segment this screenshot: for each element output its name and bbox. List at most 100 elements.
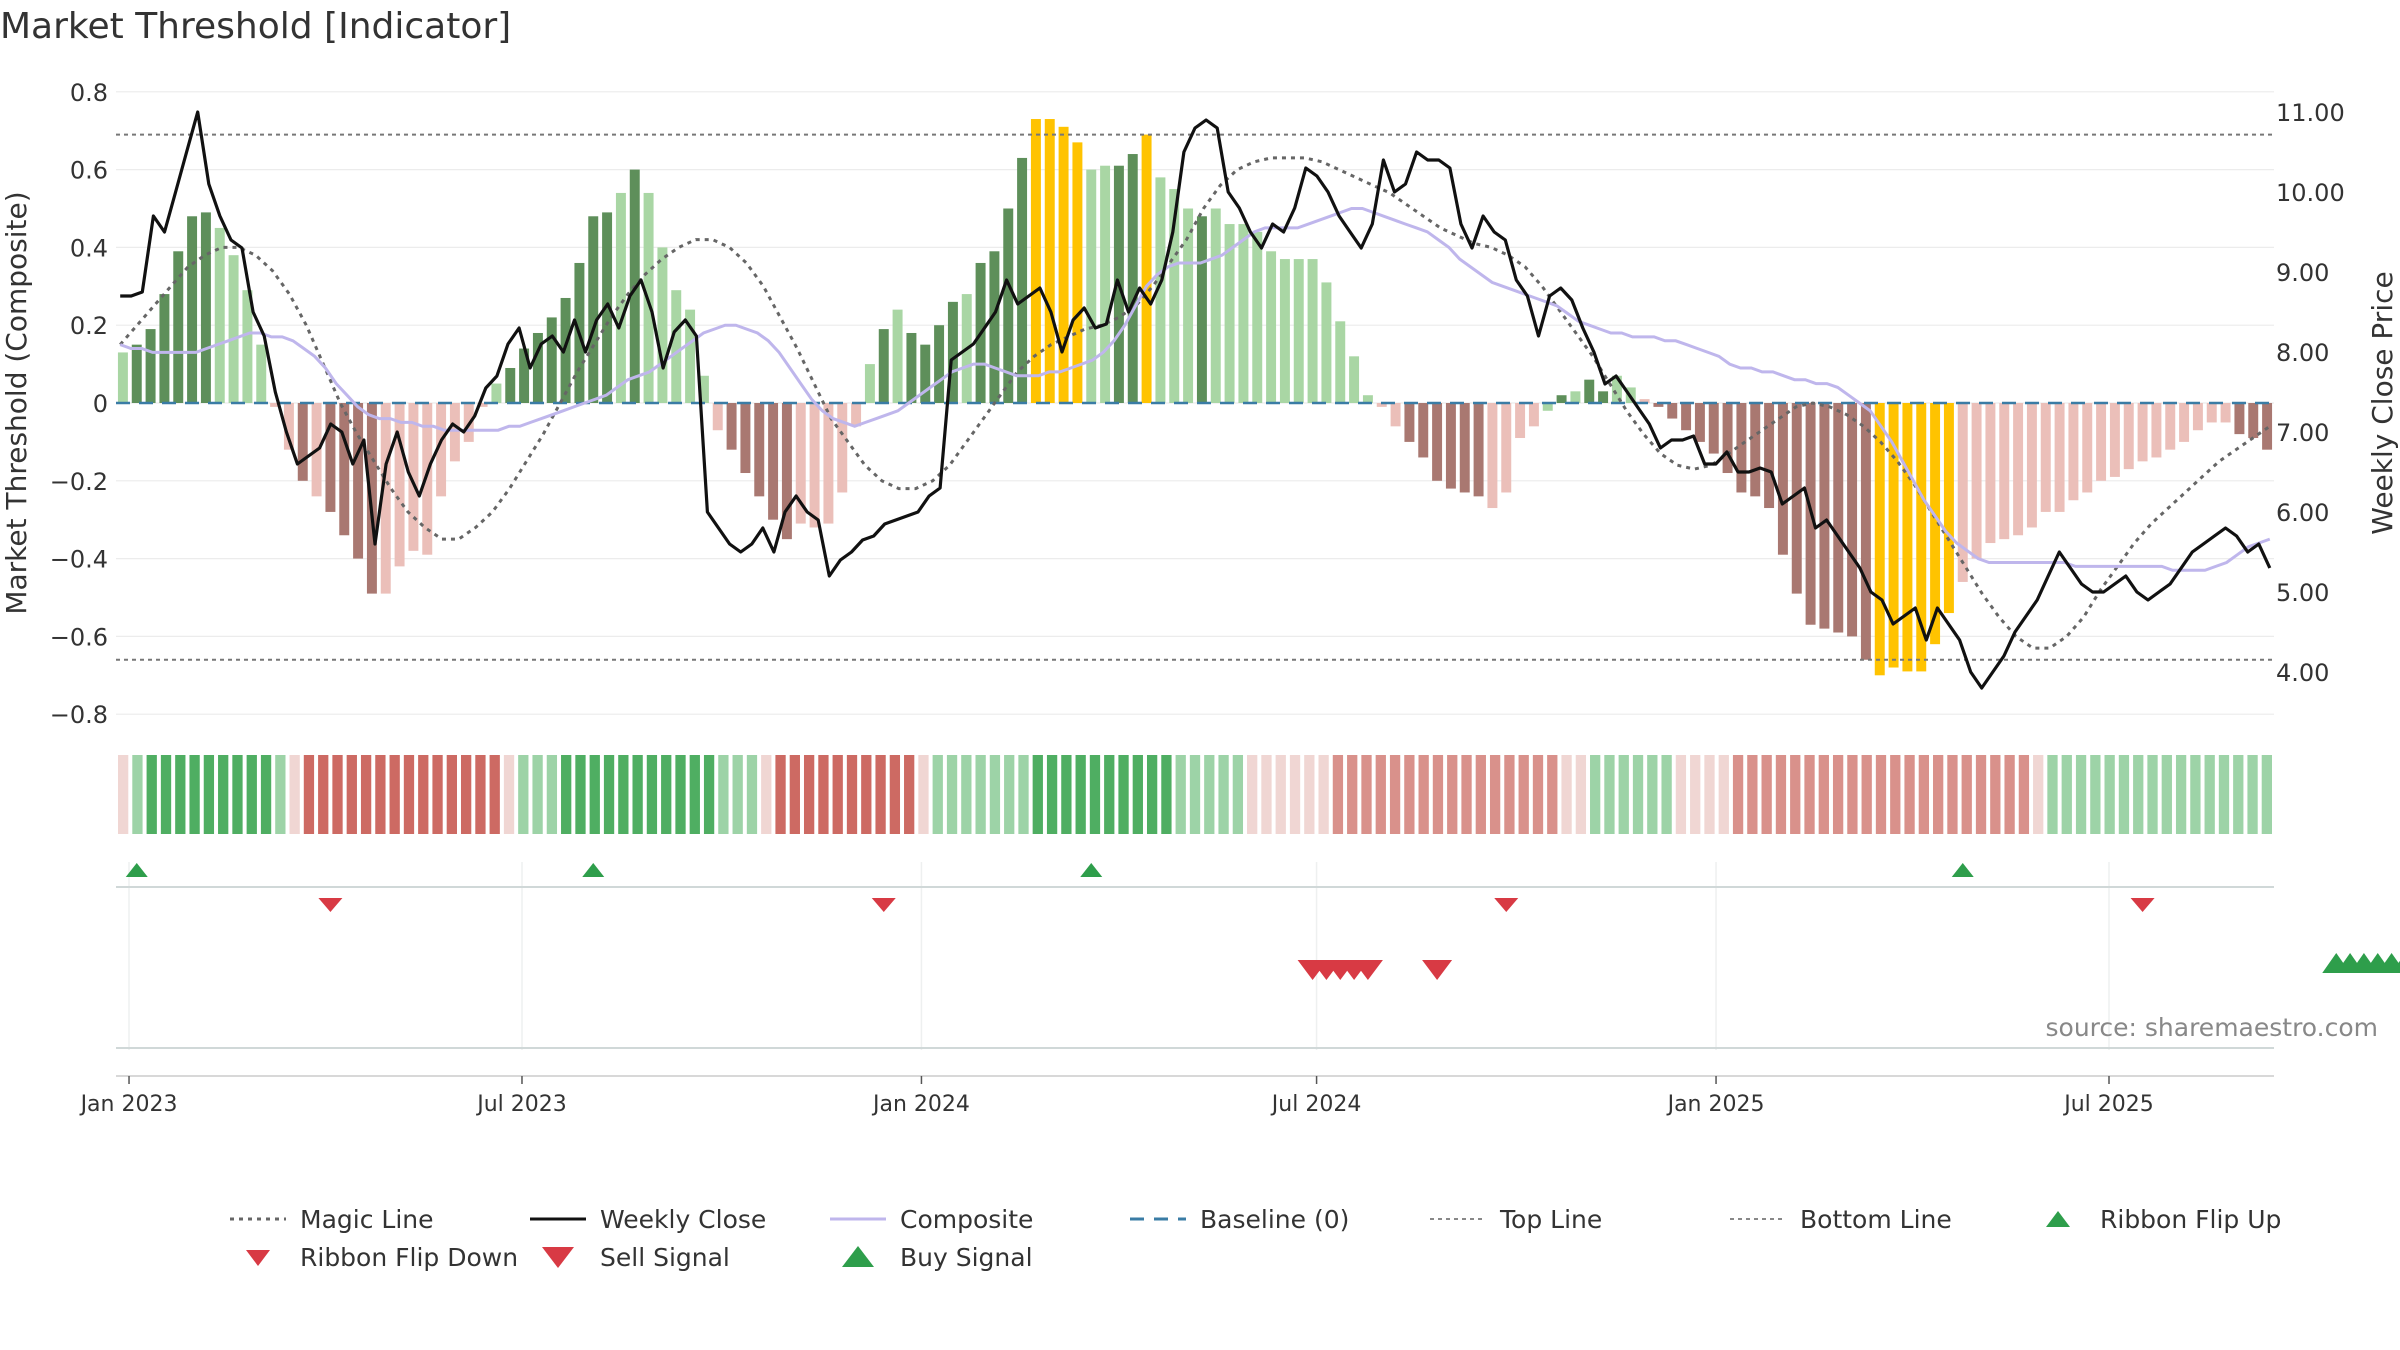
triangle-up-icon <box>2046 1211 2070 1227</box>
ribbon-cell <box>475 755 486 834</box>
composite-bar <box>436 403 447 497</box>
composite-bar <box>1570 391 1581 403</box>
ribbon-cell <box>203 755 215 834</box>
legend-weekly-close: Weekly Close <box>530 1200 830 1238</box>
composite-bar <box>1279 259 1290 403</box>
magic-line-swatch <box>230 1217 286 1221</box>
ribbon-cell <box>889 755 901 834</box>
composite-bar <box>1667 403 1678 419</box>
legend-baseline: Baseline (0) <box>1130 1200 1430 1238</box>
composite-bar <box>2192 403 2203 431</box>
composite-bar <box>657 247 668 403</box>
ribbon-cell <box>189 755 200 834</box>
ribbon-cell <box>1875 755 1887 834</box>
ribbon-cell <box>1318 755 1329 834</box>
composite-bar <box>131 344 142 403</box>
ribbon-flip-down-marker <box>1494 898 1519 912</box>
ribbon-cell <box>2133 755 2144 834</box>
ribbon-cell <box>718 755 729 834</box>
composite-bar <box>270 403 281 407</box>
ribbon-flip-down-marker <box>2130 898 2155 912</box>
composite-bar <box>1985 403 1996 544</box>
ribbon-cell <box>646 755 658 834</box>
composite-bar <box>2068 403 2079 501</box>
ribbon-cell <box>2061 755 2072 834</box>
ribbon-flip-down-marker <box>871 898 896 912</box>
legend-ribbon-flip-up: Ribbon Flip Up <box>2030 1200 2330 1238</box>
ribbon-cell <box>332 755 343 834</box>
ribbon-cell <box>2204 755 2215 834</box>
ribbon-cell <box>1675 755 1687 834</box>
composite-bar <box>1888 403 1899 668</box>
legend-label: Ribbon Flip Down <box>300 1242 519 1272</box>
composite-bar <box>1321 282 1332 403</box>
legend-label: Baseline (0) <box>1200 1204 1350 1234</box>
left-tick-label: 0.4 <box>70 234 108 262</box>
ribbon-cell <box>218 755 229 834</box>
composite-bar <box>1044 119 1055 403</box>
composite-bar <box>325 403 336 512</box>
composite-bar <box>1528 403 1539 427</box>
composite-bar <box>1155 177 1166 403</box>
ribbon-cell <box>289 755 300 834</box>
ribbon-cell <box>175 755 186 834</box>
composite-bar <box>380 403 391 594</box>
ribbon-cell <box>975 755 986 834</box>
ribbon-cell <box>1489 755 1501 834</box>
composite-bar <box>477 403 488 407</box>
ribbon-cell <box>1632 755 1644 834</box>
left-tick-label: 0.8 <box>70 79 108 107</box>
chart-title: Market Threshold [Indicator] <box>0 6 512 47</box>
composite-bar <box>1542 403 1553 411</box>
composite-bar <box>1072 142 1083 403</box>
composite-bar <box>159 294 170 403</box>
ribbon-cell <box>1547 755 1558 834</box>
ribbon-cell <box>746 755 758 834</box>
buy-signal-marker <box>2377 953 2400 973</box>
x-axis: Jan 2023 Jul 2023 Jan 2024 Jul 2024 Jan 2025… <box>79 1075 2274 1117</box>
composite-line <box>119 207 2271 572</box>
ribbon-cell <box>1933 755 1944 834</box>
composite-bar <box>1127 154 1138 403</box>
composite-bar <box>1432 403 1443 481</box>
ribbon-cell <box>1146 755 1158 834</box>
ribbon-cell <box>1961 755 1972 834</box>
composite-bar <box>698 375 709 403</box>
ribbon-cell <box>1747 755 1758 834</box>
composite-bar <box>2123 403 2134 470</box>
composite-bar <box>1418 403 1429 458</box>
composite-bar <box>173 251 184 403</box>
legend-magic-line: Magic Line <box>230 1200 530 1238</box>
right-tick-label: 10.00 <box>2276 179 2345 207</box>
ribbon-cell <box>1404 755 1415 834</box>
composite-bar <box>1196 216 1207 403</box>
ribbon-cell <box>989 755 1001 834</box>
composite-bar <box>491 383 502 403</box>
composite-bar <box>1307 259 1318 403</box>
composite-bar <box>1100 165 1111 403</box>
ribbon-cell <box>918 755 929 834</box>
ribbon-cell <box>1361 755 1372 834</box>
composite-bar <box>1515 403 1526 439</box>
ribbon-cell <box>2075 755 2087 834</box>
legend-ribbon-flip-down: Ribbon Flip Down <box>230 1238 530 1276</box>
composite-bar <box>781 403 792 540</box>
ribbon-cell <box>2090 755 2101 834</box>
ribbon-cell <box>2047 755 2058 834</box>
composite-bar <box>2054 403 2065 512</box>
ribbon-cell <box>1704 755 1715 834</box>
composite-bar <box>1238 224 1249 403</box>
composite-bar <box>1764 403 1775 509</box>
left-tick-label: −0.8 <box>50 701 108 729</box>
ribbon-cell <box>489 755 500 834</box>
composite-bar <box>809 403 820 528</box>
composite-bar <box>505 367 516 403</box>
composite-bar <box>256 344 267 403</box>
ribbon-cell <box>2004 755 2015 834</box>
composite-bar <box>408 403 419 551</box>
sell-signal-marker <box>1422 960 1453 980</box>
ribbon-cell <box>1275 755 1286 834</box>
ribbon-cell <box>2218 755 2230 834</box>
ribbon-cell <box>932 755 943 834</box>
composite-bar <box>1445 403 1456 489</box>
